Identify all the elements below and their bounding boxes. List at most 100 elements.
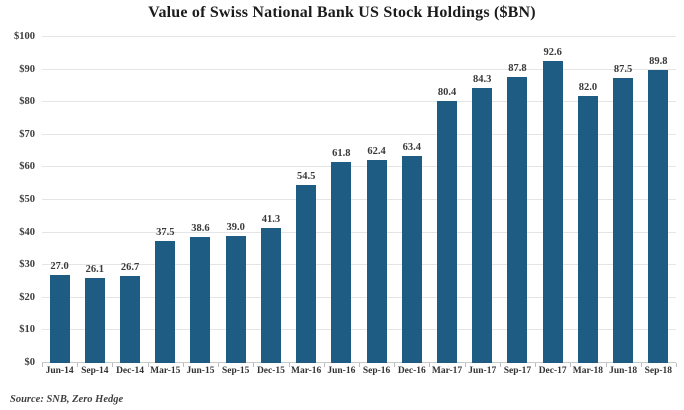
bar-column: 62.4 [359, 37, 394, 363]
bars: 27.0 26.1 26.7 37.5 38.6 39.0 41.3 54.5 61.8 62.4… [42, 37, 676, 363]
bar-column: 84.3 [465, 37, 500, 363]
x-axis-tick [323, 363, 325, 367]
gridline [42, 36, 676, 37]
bar [120, 275, 141, 363]
x-axis-tick [112, 363, 114, 367]
bar [437, 100, 458, 363]
x-tick-label: Jun-16 [327, 366, 356, 376]
bar [542, 61, 563, 363]
bar-value-label: 84.3 [473, 74, 492, 86]
x-tick-label: Sep-17 [503, 366, 532, 376]
x-axis-tick [676, 363, 677, 367]
bar [648, 70, 669, 363]
bar-value-label: 26.7 [120, 261, 140, 273]
x-axis-tick [640, 363, 642, 367]
y-tick-label: $30 [19, 259, 35, 271]
bar-column: 41.3 [253, 37, 288, 363]
bar-value-label: 54.5 [296, 171, 316, 183]
bar-value-label: 92.6 [543, 47, 562, 59]
x-tick-label: Jun-15 [186, 366, 215, 376]
gridline [42, 329, 676, 331]
y-tick-label: $40 [19, 226, 35, 238]
x-tick-label: Sep-15 [221, 366, 250, 376]
x-tick-label: Mar-16 [291, 366, 322, 376]
gridline [42, 101, 676, 103]
bar [507, 76, 528, 363]
x-axis-tick [394, 363, 396, 367]
bar [296, 185, 317, 363]
y-tick-label: $20 [19, 291, 35, 303]
bar [225, 235, 246, 363]
bar-value-label: 26.1 [85, 263, 105, 275]
bar-value-label: 63.4 [402, 142, 421, 154]
gridline [42, 231, 676, 233]
bar-value-label: 80.4 [437, 86, 457, 98]
bar [366, 159, 387, 363]
x-tick-label: Sep-14 [81, 366, 109, 376]
x-axis-tick [570, 363, 572, 367]
x-axis-tick [42, 363, 43, 367]
bar-value-label: 37.5 [156, 226, 175, 238]
x-axis-tick [535, 363, 537, 367]
bar-column: 82.0 [570, 37, 605, 363]
bar-value-label: 89.8 [649, 56, 668, 68]
bar-column: 54.5 [289, 37, 324, 363]
x-axis-tick [182, 363, 184, 367]
x-tick-label: Sep-16 [362, 366, 391, 376]
y-tick-label: $50 [19, 194, 35, 205]
gridline [42, 296, 676, 298]
gridline [42, 133, 676, 135]
x-tick-label: Dec-14 [116, 366, 145, 376]
bar-value-label: 87.8 [508, 62, 527, 74]
x-axis-tick [218, 363, 220, 367]
x-tick-label: Sep-18 [644, 366, 673, 376]
bar-column: 38.6 [183, 37, 218, 363]
x-axis-tick [77, 363, 79, 367]
x-axis-tick [499, 363, 501, 367]
gridline [42, 166, 676, 168]
bar [84, 277, 105, 363]
bar-column: 26.7 [112, 37, 147, 363]
y-axis: $0 $10 $20 $30 $40 $50 $60 $70 $80 $90 $100 [0, 31, 35, 368]
bar-value-label: 82.0 [578, 81, 598, 93]
y-tick-label: $70 [19, 128, 35, 140]
x-axis-tick [429, 363, 431, 367]
bar-column: 26.1 [77, 37, 112, 363]
y-tick-label: $80 [19, 96, 35, 108]
x-tick-label: Jun-17 [468, 366, 497, 376]
x-tick-label: Dec-16 [397, 366, 426, 376]
bar [472, 88, 493, 363]
bar-value-label: 38.6 [191, 223, 210, 235]
bar [190, 237, 211, 363]
y-tick-label: $90 [19, 63, 35, 75]
bar-column: 87.5 [606, 37, 641, 363]
x-tick-label: Jun-14 [45, 366, 74, 376]
gridline [42, 199, 676, 200]
bar [331, 161, 352, 363]
x-axis-tick [464, 363, 466, 367]
bar-column: 92.6 [535, 37, 570, 363]
bar-column: 39.0 [218, 37, 253, 363]
bar [155, 240, 176, 363]
y-tick-label: $0 [24, 357, 36, 368]
source-note: Source: SNB, Zero Hedge [10, 394, 124, 405]
y-tick-label: $100 [14, 31, 35, 42]
bar [577, 95, 598, 363]
y-tick-label: $10 [19, 324, 35, 336]
x-axis: Jun-14 Sep-14 Dec-14 Mar-15 Jun-15 Sep-15 Dec-… [42, 366, 676, 380]
bar [401, 156, 422, 363]
bar-value-label: 39.0 [226, 221, 245, 233]
x-axis-tick [605, 363, 607, 367]
x-tick-label: Dec-17 [538, 366, 567, 376]
bar [613, 77, 634, 363]
chart-title: Value of Swiss National Bank US Stock Ho… [148, 4, 536, 21]
bar-column: 27.0 [42, 37, 77, 363]
bar-value-label: 62.4 [367, 145, 386, 157]
bar [260, 228, 281, 363]
x-axis-tick [253, 363, 255, 367]
bar-column: 63.4 [394, 37, 429, 363]
bar-value-label: 41.3 [261, 214, 281, 226]
bar-column: 89.8 [641, 37, 676, 363]
plot-area: 27.0 26.1 26.7 37.5 38.6 39.0 41.3 54.5 61.8 62.4… [42, 36, 677, 367]
